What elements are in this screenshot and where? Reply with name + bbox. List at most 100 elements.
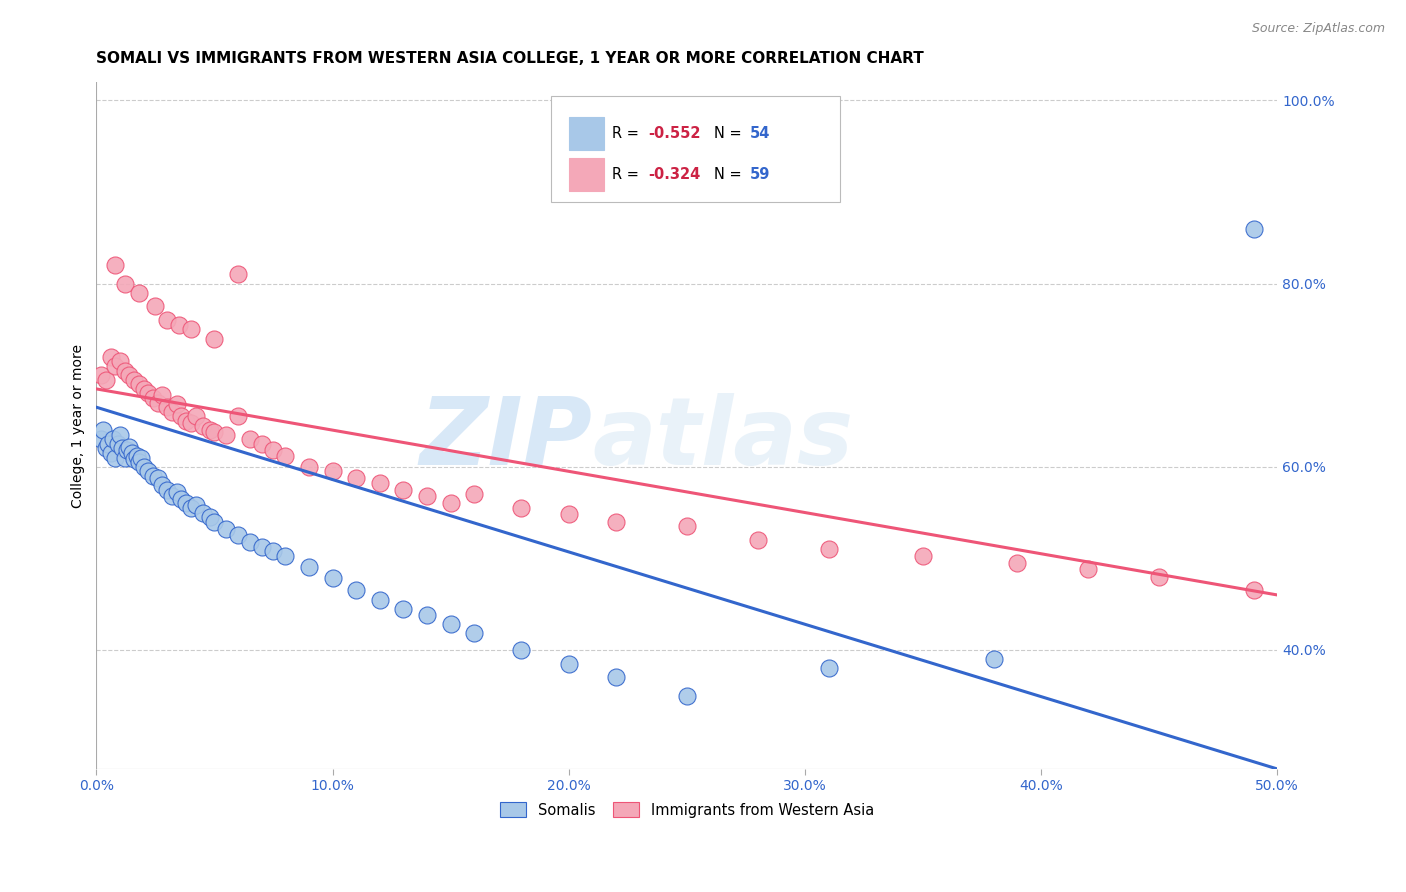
Point [104,450,127,465]
Point [146,395,169,409]
Point [250,437,273,451]
Text: SOMALI VS IMMIGRANTS FROM WESTERN ASIA COLLEGE, 1 YEAR OR MORE CORRELATION CHART: SOMALI VS IMMIGRANTS FROM WESTERN ASIA C… [97,51,924,66]
Point [239,534,262,549]
Text: 59: 59 [749,168,769,182]
Point [298,459,321,474]
Point [191,506,214,520]
Point [274,449,297,463]
Point [557,657,579,671]
Point [128,377,150,392]
Text: -0.324: -0.324 [648,168,700,182]
Point [198,510,221,524]
Point [100,350,122,364]
Point [90,368,112,383]
Point [174,414,197,428]
Point [114,363,136,377]
Point [122,452,145,467]
Point [605,670,627,684]
Point [344,583,367,598]
Point [146,471,169,485]
Point [204,332,226,346]
Point [274,549,297,564]
Text: R =: R = [613,126,644,141]
Point [215,427,238,442]
Point [510,500,533,515]
Point [215,522,238,536]
Point [226,268,249,282]
Point [166,397,188,411]
Text: 54: 54 [749,126,769,141]
Point [817,661,839,675]
Y-axis label: College, 1 year or more: College, 1 year or more [72,343,86,508]
Point [129,450,152,465]
Text: Source: ZipAtlas.com: Source: ZipAtlas.com [1251,22,1385,36]
Point [675,689,697,703]
Point [118,368,141,383]
Point [392,601,415,615]
Point [983,652,1005,666]
Point [128,455,150,469]
Point [167,318,190,332]
Point [605,515,627,529]
Point [180,416,202,430]
Point [104,359,127,373]
Point [180,322,202,336]
Point [152,478,174,492]
Point [239,432,262,446]
Point [184,498,207,512]
Point [94,442,117,456]
Point [115,443,138,458]
Point [100,446,122,460]
Point [180,500,202,515]
Bar [568,159,605,191]
Point [204,515,226,529]
Point [111,442,134,456]
Point [440,496,463,510]
Point [121,446,143,460]
Point [226,409,249,424]
Text: atlas: atlas [592,393,853,485]
Point [145,300,167,314]
Point [136,464,159,478]
Point [108,354,131,368]
Point [142,469,165,483]
Point [166,485,188,500]
Point [250,541,273,555]
Point [90,432,112,446]
Point [1243,221,1265,235]
Point [344,471,367,485]
Point [747,533,769,547]
Point [1077,562,1099,576]
Point [97,437,120,451]
Point [136,386,159,401]
Point [298,560,321,574]
Point [416,608,439,623]
Point [1147,569,1170,583]
Point [94,373,117,387]
Point [128,285,150,300]
Point [125,449,148,463]
Point [170,409,193,424]
Point [132,382,155,396]
Point [152,388,174,402]
Point [184,409,207,424]
Point [104,258,127,272]
Point [170,491,193,506]
Point [817,542,839,557]
Point [108,427,131,442]
Text: ZIP: ZIP [419,393,592,485]
FancyBboxPatch shape [551,95,841,202]
Point [263,443,285,458]
Point [191,418,214,433]
Text: -0.552: -0.552 [648,126,700,141]
Point [174,496,197,510]
Point [93,423,115,437]
Point [142,391,165,405]
Point [1243,583,1265,598]
Point [463,626,485,640]
Point [156,401,179,415]
Legend: Somalis, Immigrants from Western Asia: Somalis, Immigrants from Western Asia [494,797,880,823]
Point [557,508,579,522]
Point [1007,556,1029,570]
Text: N =: N = [714,168,747,182]
